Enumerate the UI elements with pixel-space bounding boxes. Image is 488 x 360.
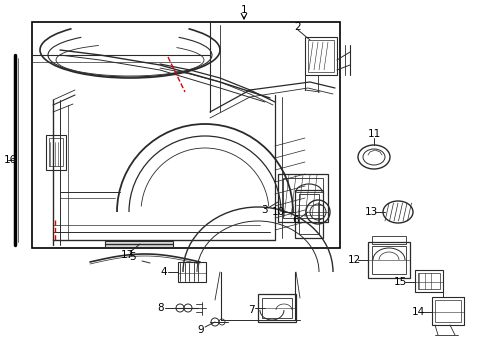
Text: 14: 14 <box>410 307 424 317</box>
Text: 15: 15 <box>392 277 406 287</box>
Text: 7: 7 <box>247 305 254 315</box>
Bar <box>434 300 460 322</box>
Bar <box>431 297 463 325</box>
Text: 6: 6 <box>292 215 299 225</box>
Text: 8: 8 <box>157 303 164 313</box>
Bar <box>414 270 442 292</box>
Text: 3: 3 <box>260 205 267 215</box>
Text: 9: 9 <box>197 325 204 335</box>
Text: 10: 10 <box>271 207 284 217</box>
Text: 16: 16 <box>4 155 17 165</box>
Bar <box>305 37 336 75</box>
Bar <box>283 178 323 218</box>
Bar <box>294 190 323 238</box>
Bar <box>417 273 439 289</box>
Bar <box>278 174 327 222</box>
Bar <box>298 194 318 234</box>
Text: 11: 11 <box>366 129 380 139</box>
Text: 4: 4 <box>161 267 167 277</box>
Bar <box>105 241 173 247</box>
Bar <box>371 236 405 244</box>
Bar <box>178 262 205 282</box>
Bar <box>367 242 409 278</box>
Text: 13: 13 <box>364 207 377 217</box>
Text: 1: 1 <box>240 5 247 15</box>
Text: 12: 12 <box>346 255 360 265</box>
Bar <box>49 138 63 166</box>
Text: 5: 5 <box>128 252 135 262</box>
Bar <box>307 40 333 72</box>
Bar <box>46 135 66 170</box>
Bar <box>258 294 295 322</box>
Text: 17: 17 <box>120 250 133 260</box>
Text: 2: 2 <box>294 22 301 32</box>
Bar <box>262 298 291 318</box>
Bar <box>32 22 339 248</box>
Bar <box>371 246 405 274</box>
